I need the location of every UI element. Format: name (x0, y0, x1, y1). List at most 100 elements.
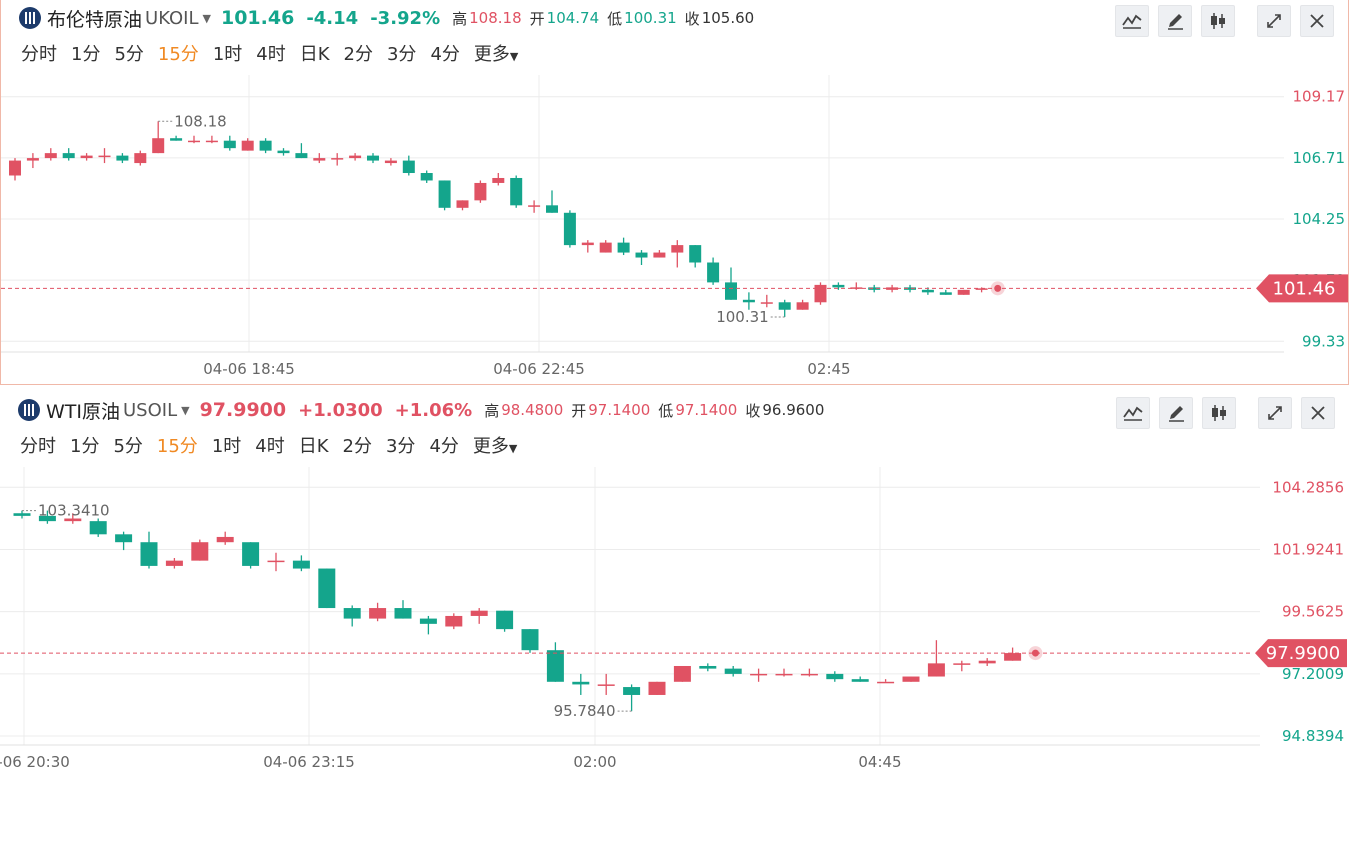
candle-body (957, 289, 970, 295)
y-tick-label: 104.25 (1293, 210, 1346, 228)
usoil-candlestick-chart[interactable]: 104.2856 101.9241 99.5625 97.2009 94.8394 04-… (0, 467, 1349, 850)
max-price-label: 108.18 (174, 112, 227, 130)
candle-body (343, 608, 361, 619)
candle-body (814, 284, 827, 303)
candle-body (470, 610, 488, 616)
candle-body (707, 262, 720, 283)
candle-body (617, 242, 630, 253)
chevron-down-icon: ▼ (509, 50, 519, 63)
x-tick-label: 04-06 18:45 (203, 360, 295, 378)
tab-timeframe-active[interactable]: 15分 (156, 436, 198, 457)
fullscreen-icon[interactable] (1258, 397, 1292, 429)
draw-icon[interactable] (1158, 5, 1192, 37)
indicator-icon[interactable] (1116, 397, 1150, 429)
chevron-down-icon[interactable]: ▼ (181, 403, 190, 417)
candle-body (80, 155, 93, 159)
tab-timeframe[interactable]: 2分 (343, 44, 373, 65)
candle-body (394, 608, 412, 619)
last-price-tag-label: 101.46 (1273, 278, 1336, 299)
close-icon[interactable] (1300, 5, 1334, 37)
ukoil-quote-header: 布伦特原油 UKOIL ▼ 101.46 -4.14 -3.92% 高 108.… (19, 4, 762, 32)
candle-body (64, 518, 82, 522)
candle-body (724, 668, 742, 674)
tab-timeframe[interactable]: 3分 (386, 44, 417, 65)
tab-timeframe[interactable]: 3分 (385, 436, 416, 457)
last-price: 97.9900 (199, 399, 287, 421)
candle-body (877, 681, 895, 684)
last-price-tag-label: 97.9900 (1266, 643, 1340, 664)
candle-body (796, 302, 809, 310)
tab-timeframe[interactable]: 1时 (211, 436, 242, 457)
tab-more[interactable]: 更多▼ (473, 432, 517, 458)
tab-timeframe[interactable]: 4时 (256, 44, 286, 65)
candle-body (939, 292, 952, 295)
candle-body (1004, 653, 1022, 661)
tab-timeframe[interactable]: 分时 (20, 436, 56, 457)
candle-body (778, 302, 791, 310)
instrument-symbol-selector[interactable]: USOIL (123, 399, 178, 421)
y-tick-label: 99.33 (1302, 332, 1345, 350)
tab-timeframe[interactable]: 1分 (70, 436, 100, 457)
candle-body (975, 288, 988, 290)
candle-body (546, 205, 558, 213)
candle-body (170, 138, 183, 141)
ukoil-chart-panel: 布伦特原油 UKOIL ▼ 101.46 -4.14 -3.92% 高 108.… (0, 0, 1349, 385)
chart-logo-icon (18, 399, 40, 421)
high-value: 98.4800 (501, 401, 564, 419)
chevron-down-icon[interactable]: ▼ (202, 11, 211, 25)
candle-body (528, 205, 541, 207)
chevron-down-icon: ▼ (508, 442, 518, 455)
tab-timeframe[interactable]: 4分 (429, 436, 459, 457)
candle-body (623, 687, 641, 695)
candle-body (223, 140, 236, 149)
candle-body (216, 536, 234, 543)
candle-body (927, 663, 945, 677)
low-value: 97.1400 (675, 401, 738, 419)
close-value: 96.9600 (762, 401, 825, 419)
y-tick-label: 99.5625 (1282, 603, 1344, 621)
tab-timeframe[interactable]: 1分 (71, 44, 101, 65)
tab-timeframe[interactable]: 4分 (430, 44, 460, 65)
indicator-icon[interactable] (1115, 5, 1149, 37)
low-label: 低 (658, 401, 674, 420)
tab-timeframe[interactable]: 1时 (212, 44, 243, 65)
candle-type-icon[interactable] (1202, 397, 1236, 429)
candle-body (438, 180, 451, 208)
high-label: 高 (484, 401, 500, 420)
x-tick-label: 02:45 (807, 360, 850, 378)
x-tick-label: 04-06 23:15 (263, 753, 355, 771)
tab-more[interactable]: 更多▼ (474, 40, 518, 66)
candle-body (98, 155, 111, 158)
more-label: 更多 (472, 436, 509, 457)
tab-timeframe-active[interactable]: 15分 (157, 44, 199, 65)
draw-icon[interactable] (1159, 397, 1193, 429)
instrument-name: 布伦特原油 (47, 8, 143, 31)
candle-type-icon[interactable] (1201, 5, 1235, 37)
candle-body (760, 302, 773, 304)
candle-body (191, 542, 209, 561)
price-change-percent: -3.92% (370, 7, 441, 29)
tab-timeframe[interactable]: 日K (299, 44, 330, 65)
candle-body (725, 282, 737, 300)
tab-timeframe[interactable]: 5分 (113, 436, 143, 457)
candle-body (295, 153, 308, 159)
min-price-label: 100.31 (716, 308, 769, 326)
last-price-tag (1256, 274, 1348, 303)
tab-timeframe[interactable]: 2分 (342, 436, 372, 457)
price-change-percent: +1.06% (394, 399, 473, 421)
candle-body (978, 660, 996, 664)
tab-timeframe[interactable]: 分时 (21, 44, 57, 65)
candle-body (902, 676, 920, 682)
tab-timeframe[interactable]: 日K (298, 436, 329, 457)
instrument-name: WTI原油 (46, 400, 120, 423)
last-price-tag (1255, 639, 1347, 668)
fullscreen-icon[interactable] (1257, 5, 1291, 37)
tab-timeframe[interactable]: 5分 (114, 44, 144, 65)
instrument-symbol-selector[interactable]: UKOIL (145, 7, 199, 29)
close-icon[interactable] (1301, 397, 1335, 429)
candle-body (419, 618, 437, 624)
candle-body (267, 560, 285, 563)
y-tick-label: 101.9241 (1272, 540, 1344, 558)
tab-timeframe[interactable]: 4时 (255, 436, 285, 457)
